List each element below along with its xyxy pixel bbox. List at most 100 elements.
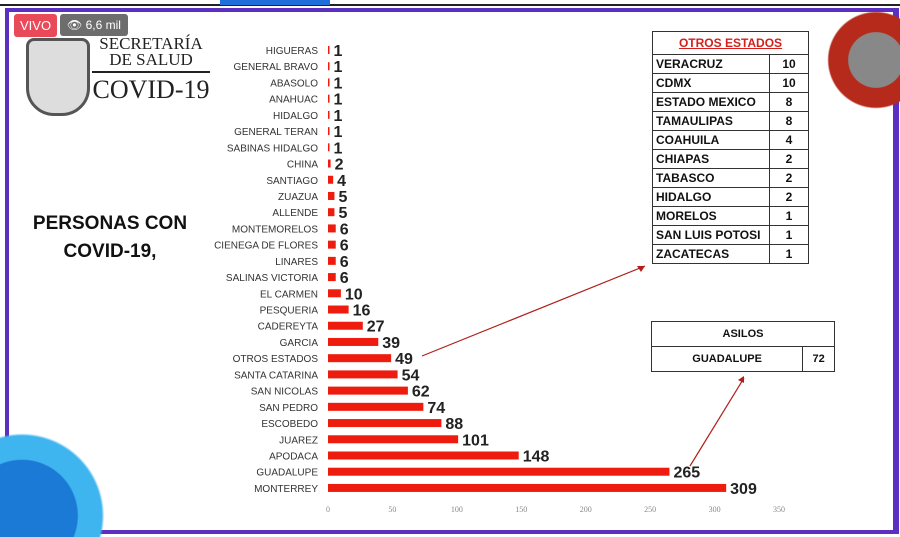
category-label: MONTEMORELOS	[232, 224, 318, 235]
category-label: GENERAL BRAVO	[234, 62, 319, 73]
otros-estados-table: OTROS ESTADOS VERACRUZ 10 CDMX 10 ESTADO MEX…	[652, 31, 809, 264]
bar	[328, 451, 519, 460]
data-label: 1	[334, 108, 343, 125]
data-label: 1	[334, 59, 343, 76]
headline-line2: COVID-19,	[63, 241, 157, 262]
state-name: COAHUILA	[652, 130, 770, 150]
x-tick-label: 300	[709, 505, 721, 514]
data-label: 1	[334, 92, 343, 109]
eye-icon: 👁	[67, 18, 83, 32]
category-label: EL CARMEN	[260, 289, 318, 300]
x-tick-label: 0	[326, 505, 330, 514]
bar	[328, 483, 727, 492]
bar	[328, 224, 336, 233]
bar	[328, 419, 442, 428]
data-label: 49	[395, 351, 413, 368]
category-label: ABASOLO	[270, 78, 318, 89]
category-label: CIENEGA DE FLORES	[214, 241, 318, 252]
bar	[328, 435, 459, 444]
bar	[328, 62, 330, 71]
state-name: ZACATECAS	[652, 244, 770, 264]
data-label: 1	[334, 43, 343, 60]
state-value: 10	[769, 54, 809, 74]
data-label: 16	[353, 303, 371, 320]
chart-headline: PERSONAS CON COVID-19,	[20, 210, 200, 266]
state-name: CHIAPAS	[652, 149, 770, 169]
data-label: 88	[445, 416, 463, 433]
state-value: 1	[769, 225, 809, 245]
bar	[328, 110, 330, 119]
arrow-to-otros-estados	[421, 265, 646, 357]
bar	[328, 143, 330, 152]
state-value: 2	[769, 149, 809, 169]
data-label: 6	[340, 221, 349, 238]
otros-estados-row: VERACRUZ 10	[652, 54, 809, 74]
category-label: HIDALGO	[273, 111, 318, 122]
category-label: SANTA CATARINA	[234, 370, 318, 381]
asilos-name: GUADALUPE	[650, 346, 804, 372]
data-label: 10	[345, 286, 363, 303]
top-border-line	[0, 4, 900, 6]
category-label: SAN PEDRO	[259, 403, 318, 414]
category-label: GARCIA	[280, 338, 319, 349]
otros-estados-title: OTROS ESTADOS	[652, 31, 809, 55]
otros-estados-row: ZACATECAS 1	[652, 244, 809, 264]
otros-estados-row: TAMAULIPAS 8	[652, 111, 809, 131]
bar	[328, 402, 424, 411]
data-label: 62	[412, 384, 430, 401]
state-name: ESTADO MEXICO	[652, 92, 770, 112]
x-tick-label: 100	[451, 505, 463, 514]
logo-covid: COVID-19	[92, 75, 210, 104]
logo-divider	[92, 71, 210, 73]
arrowhead-icon	[637, 266, 645, 272]
category-label: GUADALUPE	[256, 468, 318, 479]
asilos-table: ASILOS GUADALUPE 72	[650, 321, 835, 372]
state-value: 1	[769, 244, 809, 264]
data-label: 54	[402, 367, 420, 384]
asilos-value: 72	[802, 346, 835, 372]
x-tick-label: 350	[773, 505, 785, 514]
data-label: 27	[367, 319, 385, 336]
bar	[328, 175, 334, 184]
bar	[328, 305, 349, 314]
data-label: 309	[730, 481, 757, 498]
state-name: HIDALGO	[652, 187, 770, 207]
category-label: SANTIAGO	[266, 176, 318, 187]
otros-estados-row: CHIAPAS 2	[652, 149, 809, 169]
category-label: HIGUERAS	[266, 46, 319, 57]
viewer-count: 6,6 mil	[85, 18, 121, 32]
bar	[328, 46, 330, 54]
data-label: 1	[334, 75, 343, 92]
state-name: MORELOS	[652, 206, 770, 226]
data-label: 5	[338, 205, 347, 222]
category-label: SALINAS VICTORIA	[226, 273, 318, 284]
asilos-title: ASILOS	[651, 321, 835, 347]
state-seal-logo	[26, 38, 90, 116]
category-label: MONTERREY	[254, 484, 318, 495]
category-label: CADEREYTA	[258, 322, 319, 333]
bar	[328, 127, 330, 136]
otros-estados-row: SAN LUIS POTOSI 1	[652, 225, 809, 245]
otros-estados-row: COAHUILA 4	[652, 130, 809, 150]
state-value: 4	[769, 130, 809, 150]
state-value: 2	[769, 187, 809, 207]
virus-image-top-right	[820, 5, 900, 115]
category-label: APODACA	[269, 452, 318, 463]
data-label: 148	[523, 449, 550, 466]
state-value: 10	[769, 73, 809, 93]
x-tick-label: 200	[580, 505, 592, 514]
category-label: ZUAZUA	[278, 192, 318, 203]
category-label: ESCOBEDO	[261, 419, 318, 430]
bar	[328, 273, 336, 282]
state-name: SAN LUIS POTOSI	[652, 225, 770, 245]
bar	[328, 191, 335, 200]
otros-estados-row: TABASCO 2	[652, 168, 809, 188]
arrowhead-icon	[738, 376, 744, 383]
data-label: 265	[673, 465, 700, 482]
live-badge: VIVO	[14, 14, 58, 37]
top-tab-indicator	[220, 0, 330, 5]
category-label: ALLENDE	[272, 208, 318, 219]
data-label: 101	[462, 432, 489, 449]
bar	[328, 370, 398, 379]
